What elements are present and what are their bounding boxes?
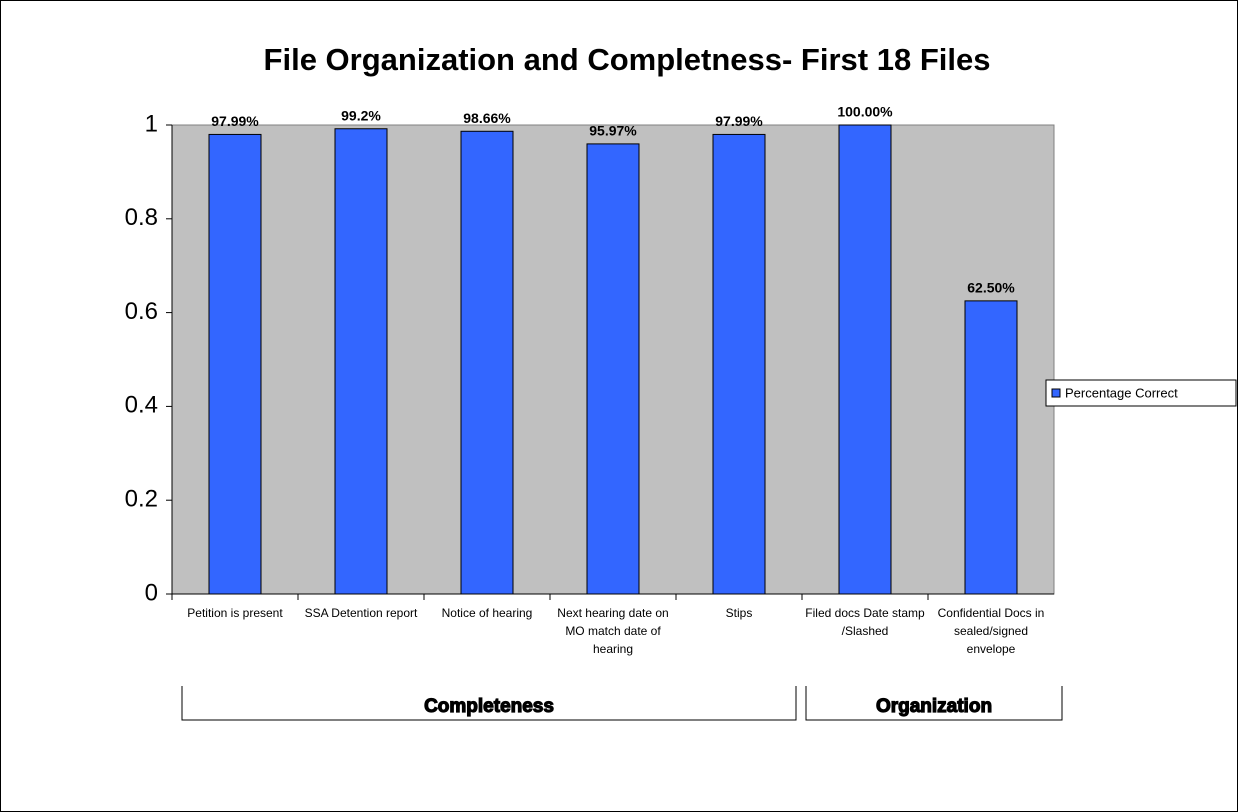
legend-swatch [1051, 388, 1061, 398]
value-label: 98.66% [463, 110, 511, 126]
value-label: 99.2% [341, 107, 381, 123]
value-label: 62.50% [967, 280, 1015, 296]
x-tick-label: Petition is present [187, 606, 283, 620]
chart-title: File Organization and Completness- First… [264, 42, 991, 77]
group-label: Completeness [424, 696, 554, 717]
value-label: 97.99% [715, 113, 763, 129]
y-tick-label: 1 [145, 110, 158, 137]
value-label: 100.00% [837, 104, 893, 120]
value-label: 95.97% [589, 123, 637, 139]
x-tick-label: Filed docs Date stamp /Slashed [805, 606, 925, 638]
group-bracket [181, 686, 797, 721]
y-tick-label: 0 [145, 579, 158, 606]
y-tick-label: 0.2 [125, 486, 158, 513]
x-tick-label: SSA Detention report [304, 606, 418, 620]
bar [838, 124, 892, 595]
group-label: Organization [876, 696, 992, 717]
x-tick-label: Confidential Docs in sealed/signed envel… [937, 606, 1045, 656]
bar [334, 128, 388, 595]
value-label: 97.99% [211, 113, 259, 129]
y-tick-label: 0.4 [125, 392, 158, 419]
bar [586, 143, 640, 595]
x-tick-label: Next hearing date on MO match date of he… [557, 606, 669, 656]
bar [964, 300, 1018, 595]
y-tick-label: 0.8 [125, 204, 158, 231]
legend-box [1045, 379, 1237, 407]
bar [208, 133, 262, 595]
bar [460, 130, 514, 595]
y-tick-label: 0.6 [125, 298, 158, 325]
legend-label: Percentage Correct [1065, 385, 1178, 400]
x-tick-label: Notice of hearing [441, 606, 533, 620]
group-bracket [805, 686, 1063, 721]
bar [712, 133, 766, 595]
x-tick-label: Stips [725, 606, 753, 620]
